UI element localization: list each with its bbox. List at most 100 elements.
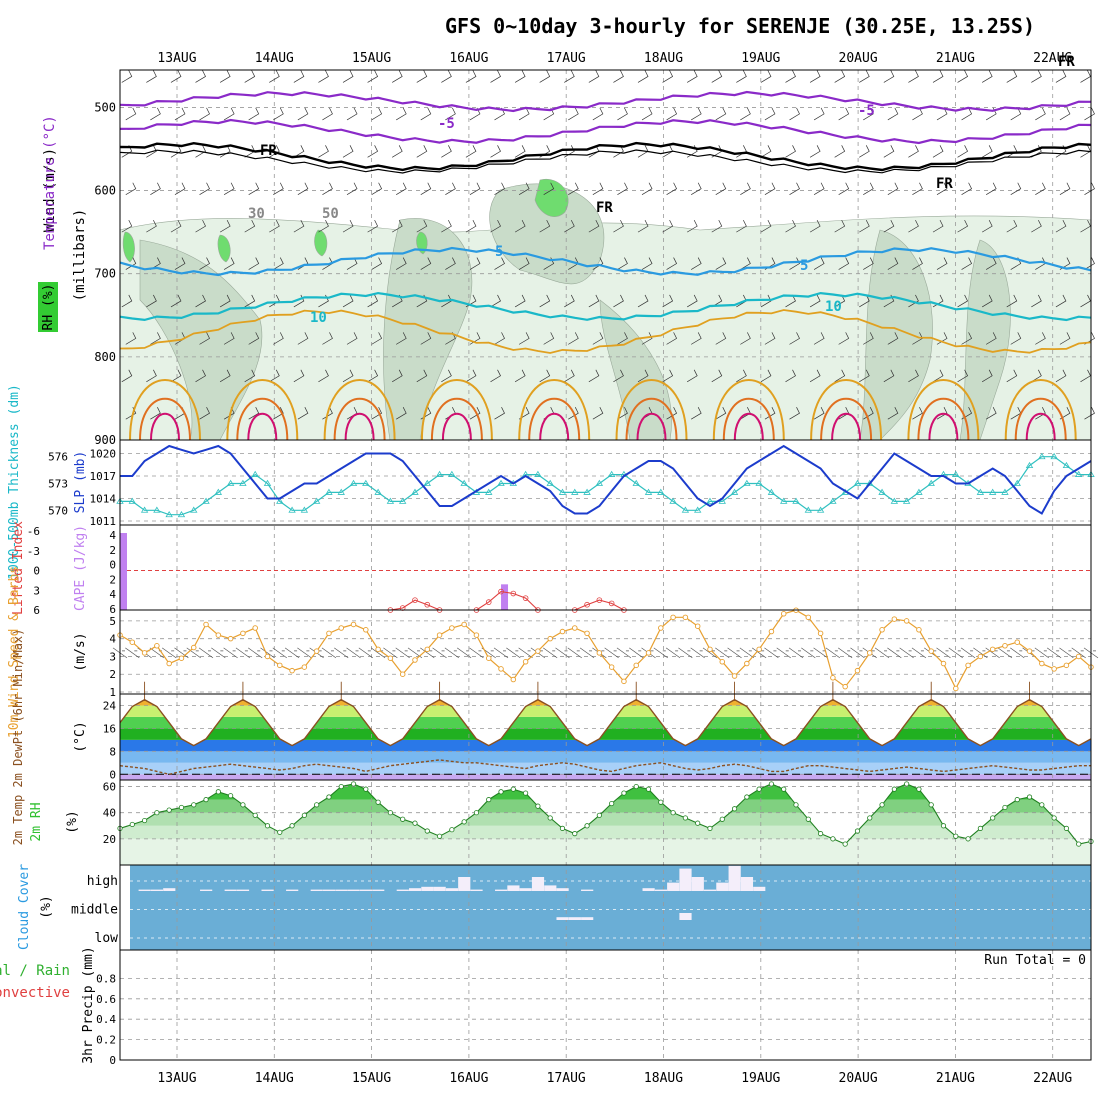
thickness-point	[595, 479, 604, 486]
wind-barb-10m	[469, 647, 484, 659]
cloud-bar-middle	[679, 913, 692, 920]
ylabel-cape: CAPE (J/kg)	[73, 525, 88, 611]
wind-barb-10m	[616, 647, 632, 659]
wind-barb	[367, 294, 379, 308]
wind-barb-10m	[801, 647, 816, 659]
wind-barb	[543, 182, 555, 196]
wind-barb	[121, 219, 133, 233]
wind-barb	[957, 294, 969, 308]
wind-barb	[514, 219, 526, 233]
wind-barb-10m	[629, 647, 644, 659]
wind-speed-point	[1026, 648, 1033, 654]
wind-barb	[666, 107, 678, 121]
wind-barb	[637, 294, 649, 308]
wind-barb	[494, 182, 505, 196]
cloud-bar-high	[642, 888, 655, 891]
wind-speed-point	[744, 660, 750, 667]
isotherm-20-dome	[236, 397, 289, 441]
rh-point	[191, 802, 197, 808]
wind-barb	[269, 294, 280, 308]
rh-point	[289, 823, 295, 829]
li-point	[498, 588, 504, 595]
wind-barb	[1006, 70, 1018, 83]
wind-barb	[641, 107, 653, 121]
wind-barb	[760, 294, 772, 308]
cloud-bar-high	[224, 889, 237, 891]
wind-barb	[170, 369, 182, 383]
wind-barb	[367, 145, 379, 158]
wind-barb	[785, 219, 796, 233]
wind-barb-10m	[751, 647, 767, 659]
thickness-point	[435, 470, 444, 477]
cape-tick-label: 2	[109, 573, 116, 586]
ylabel-precip: 3hr Precip (mm)	[81, 946, 96, 1063]
thickness-point	[190, 506, 198, 513]
wind-speed-point	[731, 673, 738, 679]
wind-barb	[396, 107, 407, 121]
wind-barb	[760, 145, 772, 158]
wind-barb-10m	[186, 647, 201, 659]
contour-label: FR	[1058, 54, 1075, 70]
wind-barb	[293, 219, 305, 233]
rh-point	[240, 802, 246, 808]
ylabel-rh-2m: 2m RH	[29, 802, 44, 841]
wind-barb	[219, 219, 231, 233]
wind-barb	[912, 182, 923, 196]
wind-barb-10m	[174, 647, 189, 659]
wind-barb	[1055, 294, 1067, 308]
rh-band	[120, 783, 1091, 800]
cloud-bar-high	[396, 889, 409, 891]
wind-barb-10m	[321, 647, 337, 659]
wind-barb	[1084, 257, 1095, 270]
cloud-bar-high	[458, 877, 471, 891]
wind-barb	[887, 407, 899, 420]
chart-title: GFS 0~10day 3-hourly for SERENJE (30.25E…	[445, 14, 1035, 38]
wind-barb	[514, 369, 526, 383]
thickness-point	[669, 497, 677, 504]
wind-barb	[666, 257, 678, 270]
isotherm-20-dome	[625, 397, 678, 441]
wind-speed-point	[867, 650, 873, 656]
wind-barb	[981, 219, 993, 233]
wind-tick-label: 1	[109, 686, 116, 699]
rh-point	[1076, 841, 1082, 847]
wind-barb	[199, 182, 210, 196]
wind-speed-point	[227, 635, 234, 642]
wind-barb	[514, 294, 526, 308]
rh-point	[436, 833, 443, 839]
wind-barb	[219, 294, 231, 308]
rh-point	[928, 802, 934, 808]
wind-barb	[1059, 407, 1071, 420]
thickness-point	[325, 488, 333, 495]
rh-point	[633, 783, 639, 790]
wind-barb-10m	[579, 647, 595, 659]
wind-barb	[985, 182, 997, 196]
thickness-point	[1075, 470, 1083, 477]
cloud-bar-high	[322, 889, 336, 891]
rh-legend-swatch	[38, 282, 58, 332]
li-line	[574, 599, 625, 611]
wind-barb-10m	[567, 647, 582, 659]
ylabel-precip-conv: Convective	[0, 985, 70, 1001]
wind-barb-10m	[776, 647, 791, 659]
wind-speed-point	[301, 664, 308, 670]
thickness-point	[792, 497, 800, 504]
wind-barb	[863, 182, 874, 196]
wind-barb-10m	[358, 647, 374, 659]
cloud-level-label: middle	[71, 903, 118, 918]
wind-barb	[985, 407, 997, 420]
thickness-point	[497, 479, 505, 486]
wind-speed-point	[621, 678, 627, 685]
wind-barb-10m	[211, 647, 226, 659]
wind-speed-point	[658, 625, 664, 631]
wind-speed-point	[338, 625, 344, 631]
temp-band	[120, 762, 1091, 775]
wind-barb	[887, 107, 899, 121]
thickness-point	[226, 479, 235, 486]
wind-barb-10m	[493, 647, 509, 659]
thickness-point	[767, 488, 776, 495]
wind-barb	[588, 70, 600, 83]
cloud-bar-high	[433, 886, 446, 891]
wind-barb	[1080, 369, 1091, 383]
